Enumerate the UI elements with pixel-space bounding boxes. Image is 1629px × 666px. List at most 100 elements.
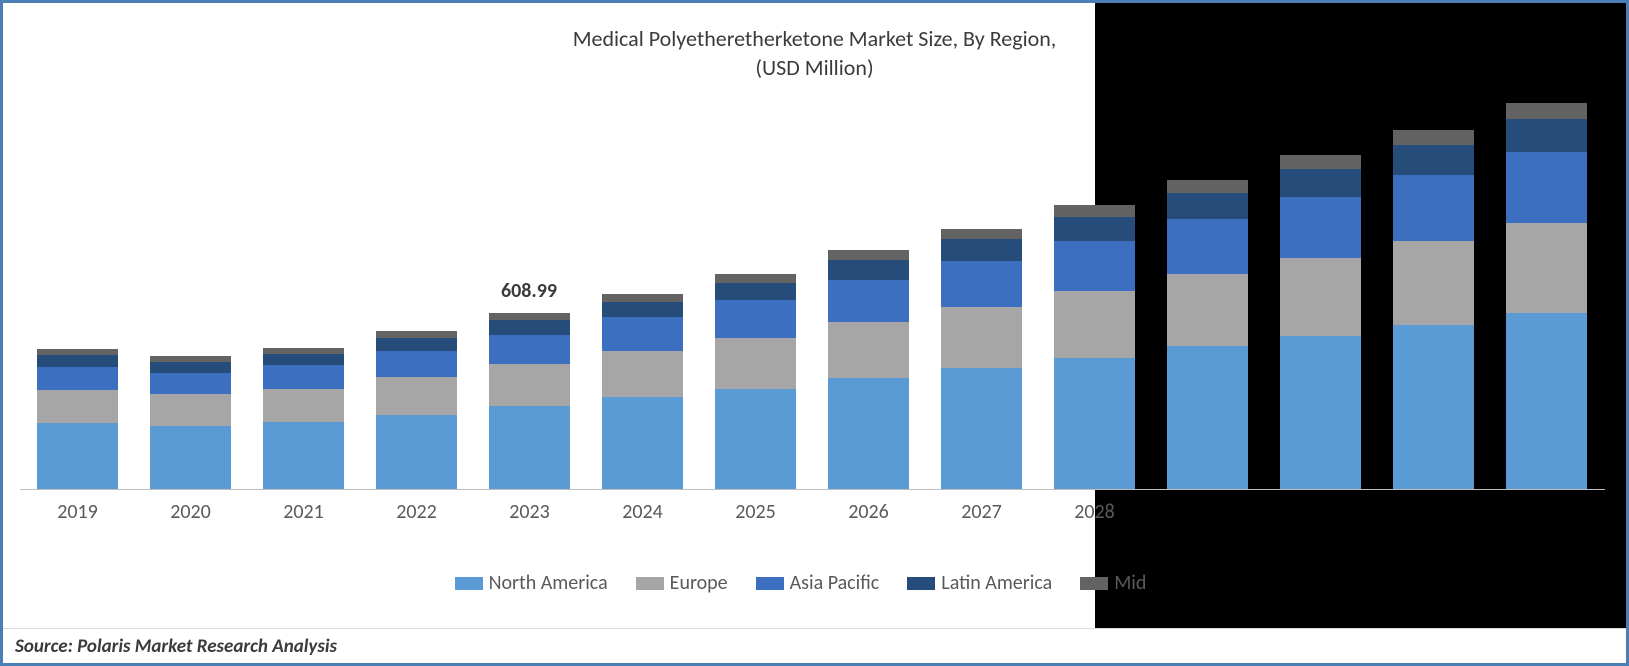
seg-north-america (1167, 346, 1248, 490)
seg-europe (715, 338, 796, 389)
seg-asia-pacific (1280, 197, 1361, 258)
legend-item: North America (455, 570, 608, 595)
x-label: 2021 (247, 500, 360, 524)
x-label: 2026 (812, 500, 925, 524)
seg-asia-pacific (828, 280, 909, 322)
seg-latin-america (376, 338, 457, 351)
seg-middle-east-africa (1393, 130, 1474, 145)
chart-title: Medical Polyetheretherketone Market Size… (0, 25, 1629, 81)
seg-middle-east-africa (1054, 205, 1135, 217)
seg-asia-pacific (37, 367, 118, 390)
seg-middle-east-africa (1506, 103, 1587, 119)
seg-north-america (37, 423, 118, 490)
seg-asia-pacific (1506, 152, 1587, 223)
seg-middle-east-africa (376, 331, 457, 337)
seg-asia-pacific (263, 365, 344, 388)
seg-europe (1280, 258, 1361, 336)
legend-label: Asia Pacific (790, 571, 880, 595)
seg-middle-east-africa (150, 356, 231, 362)
seg-north-america (150, 426, 231, 490)
seg-north-america (1506, 313, 1587, 490)
seg-middle-east-africa (37, 349, 118, 355)
legend-label: Europe (670, 571, 728, 595)
legend-item: Asia Pacific (756, 570, 880, 595)
seg-middle-east-africa (941, 229, 1022, 239)
seg-asia-pacific (1393, 175, 1474, 240)
source-text: Source: Polaris Market Research Analysis (15, 635, 337, 658)
seg-asia-pacific (1054, 241, 1135, 292)
legend-item: Latin America (907, 570, 1052, 595)
seg-europe (941, 307, 1022, 368)
seg-asia-pacific (376, 351, 457, 377)
x-label: 2022 (360, 500, 473, 524)
seg-middle-east-africa (1280, 155, 1361, 169)
seg-middle-east-africa (602, 294, 683, 302)
legend: North America Europe Asia Pacific Latin Ame… (0, 570, 1629, 595)
legend-swatch (1080, 577, 1108, 590)
seg-latin-america (715, 283, 796, 300)
legend-swatch (756, 577, 784, 590)
seg-latin-america (1167, 193, 1248, 219)
seg-north-america (376, 415, 457, 490)
seg-europe (1054, 291, 1135, 358)
x-axis-labels: 2019202020212022202320242025202620272028 (20, 500, 1605, 530)
legend-item: Europe (636, 570, 728, 595)
seg-latin-america (828, 260, 909, 280)
seg-asia-pacific (602, 317, 683, 350)
seg-middle-east-africa (263, 348, 344, 354)
seg-north-america (715, 389, 796, 491)
x-label: 2024 (586, 500, 699, 524)
seg-north-america (941, 368, 1022, 490)
seg-asia-pacific (150, 373, 231, 395)
value-label: 608.99 (469, 279, 589, 303)
seg-north-america (263, 422, 344, 490)
x-label: 2023 (473, 500, 586, 524)
seg-latin-america (941, 239, 1022, 261)
seg-middle-east-africa (715, 274, 796, 283)
x-label: 2025 (699, 500, 812, 524)
seg-latin-america (150, 362, 231, 373)
legend-item: Mid (1080, 570, 1146, 595)
legend-swatch (636, 577, 664, 590)
legend-label: Latin America (941, 571, 1052, 595)
seg-middle-east-africa (1167, 180, 1248, 193)
seg-latin-america (37, 355, 118, 367)
source-band: Source: Polaris Market Research Analysis (3, 628, 1626, 663)
seg-europe (376, 377, 457, 415)
seg-north-america (1054, 358, 1135, 490)
seg-europe (150, 394, 231, 426)
seg-europe (1393, 241, 1474, 325)
seg-latin-america (602, 302, 683, 318)
seg-latin-america (1393, 145, 1474, 175)
seg-europe (37, 390, 118, 423)
plot-area: 608.99 (20, 120, 1605, 490)
seg-europe (263, 389, 344, 422)
seg-europe (828, 322, 909, 379)
seg-latin-america (1280, 169, 1361, 197)
x-label: 2020 (134, 500, 247, 524)
x-axis-line (20, 489, 1605, 490)
seg-europe (1506, 223, 1587, 313)
seg-asia-pacific (489, 335, 570, 364)
legend-label: North America (489, 571, 608, 595)
seg-latin-america (1054, 217, 1135, 241)
seg-latin-america (263, 354, 344, 366)
seg-asia-pacific (941, 261, 1022, 307)
seg-north-america (602, 397, 683, 490)
seg-europe (489, 364, 570, 406)
title-line-1: Medical Polyetheretherketone Market Size… (0, 25, 1629, 52)
seg-latin-america (489, 320, 570, 335)
seg-asia-pacific (1167, 219, 1248, 274)
seg-north-america (489, 406, 570, 490)
x-label: 2027 (925, 500, 1038, 524)
seg-north-america (828, 378, 909, 490)
seg-europe (1167, 274, 1248, 347)
seg-middle-east-africa (828, 250, 909, 260)
seg-north-america (1280, 336, 1361, 490)
seg-europe (602, 351, 683, 397)
seg-asia-pacific (715, 300, 796, 338)
seg-middle-east-africa (489, 313, 570, 320)
legend-swatch (907, 577, 935, 590)
seg-north-america (1393, 325, 1474, 490)
legend-swatch (455, 577, 483, 590)
